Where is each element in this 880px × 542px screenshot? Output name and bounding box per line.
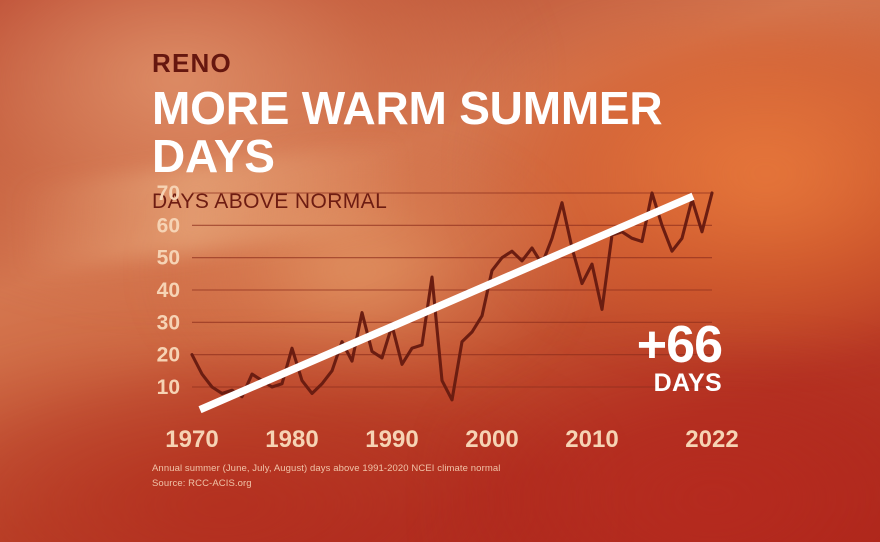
x-axis-labels: 1970 1980 1990 2000 2010 2022 (165, 426, 738, 453)
trend-line (198, 192, 695, 414)
y-tick-label-10: 10 (157, 376, 180, 399)
y-tick-label-60: 60 (157, 214, 180, 237)
y-axis-labels: 10 20 30 40 50 60 70 (157, 182, 180, 399)
location-kicker: RENO (152, 48, 232, 78)
x-tick-label-1990: 1990 (365, 426, 418, 453)
page-title: MORE WARM SUMMER DAYS (152, 82, 663, 183)
x-tick-label-1970: 1970 (165, 426, 218, 453)
footnote-block: Annual summer (June, July, August) days … (152, 462, 500, 491)
callout-badge: +66 DAYS (636, 316, 723, 397)
y-tick-label-30: 30 (157, 311, 180, 334)
data-series-line (190, 191, 714, 402)
x-tick-label-2000: 2000 (465, 426, 518, 453)
callout-unit: DAYS (653, 368, 722, 397)
background-glow-bottom-right (440, 346, 880, 542)
page-subtitle: DAYS ABOVE NORMAL (152, 189, 388, 213)
footnote-line-2: Source: RCC-ACIS.org (152, 477, 252, 489)
x-tick-label-2022: 2022 (685, 426, 738, 453)
y-tick-label-40: 40 (157, 279, 180, 302)
footnote-line-1: Annual summer (June, July, August) days … (152, 463, 501, 474)
y-tick-label-20: 20 (157, 344, 180, 367)
chart-gridlines (192, 192, 712, 388)
y-tick-label-50: 50 (157, 247, 180, 270)
y-tick-label-70: 70 (157, 182, 180, 205)
x-tick-label-2010: 2010 (565, 426, 618, 453)
header-block: RENO MORE WARM SUMMER DAYS DAYS ABOVE NO… (152, 48, 792, 213)
x-tick-label-1980: 1980 (265, 426, 318, 453)
callout-value: +66 (636, 316, 723, 374)
